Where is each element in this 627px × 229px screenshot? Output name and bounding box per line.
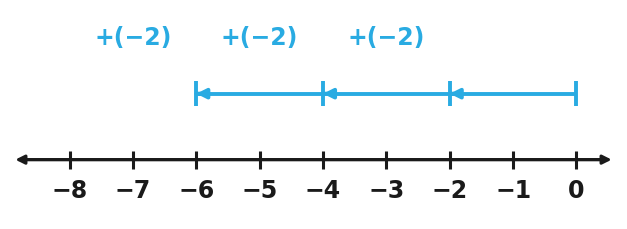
Text: +(−2): +(−2) <box>348 26 425 50</box>
Text: −6: −6 <box>178 179 214 203</box>
Text: +(−2): +(−2) <box>221 26 298 50</box>
Text: 0: 0 <box>568 179 585 203</box>
Text: −1: −1 <box>495 179 531 203</box>
Text: −2: −2 <box>431 179 468 203</box>
Text: −3: −3 <box>368 179 404 203</box>
Text: −5: −5 <box>241 179 278 203</box>
Text: −4: −4 <box>305 179 341 203</box>
Text: +(−2): +(−2) <box>94 26 172 50</box>
Text: −8: −8 <box>51 179 88 203</box>
Text: −7: −7 <box>115 179 151 203</box>
